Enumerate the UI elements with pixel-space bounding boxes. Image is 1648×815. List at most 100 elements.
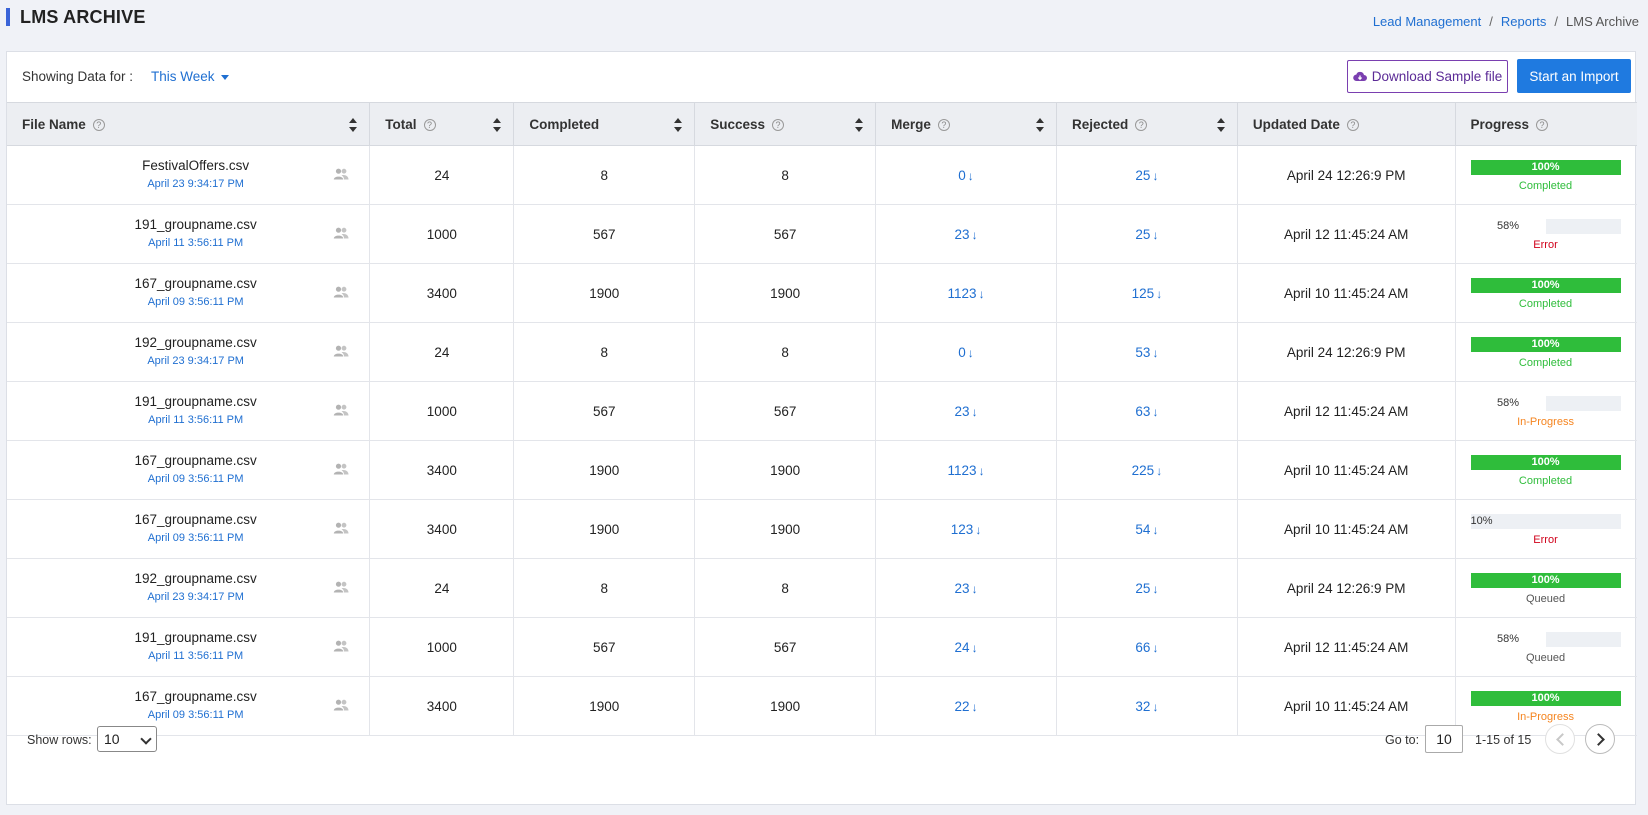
merge-download-link[interactable]: 0 ↓ <box>958 345 974 360</box>
arrow-down-icon: ↓ <box>971 699 978 714</box>
sort-icon[interactable] <box>349 118 358 132</box>
merge-download-link[interactable]: 23 ↓ <box>955 227 978 242</box>
rejected-cell: 66 ↓ <box>1056 617 1238 677</box>
start-import-button[interactable]: Start an Import <box>1517 59 1631 93</box>
rejected-download-link[interactable]: 66 ↓ <box>1135 640 1158 655</box>
help-icon[interactable]: ? <box>1536 118 1549 131</box>
group-icon[interactable] <box>333 581 349 593</box>
download-sample-button[interactable]: Download Sample file <box>1347 60 1508 93</box>
file-name[interactable]: 191_groupname.csv <box>134 217 257 232</box>
toolbar: Showing Data for : This Week Download Sa… <box>7 52 1635 102</box>
rejected-download-link[interactable]: 25 ↓ <box>1135 227 1158 242</box>
file-created-date: April 23 9:34:17 PM <box>147 178 244 190</box>
group-icon[interactable] <box>333 640 349 652</box>
progress-bar-fill <box>1470 573 1621 588</box>
completed-cell: 1900 <box>513 440 696 500</box>
merge-download-link[interactable]: 0 ↓ <box>958 168 974 183</box>
rejected-download-link[interactable]: 32 ↓ <box>1135 699 1158 714</box>
caret-down-icon <box>220 74 229 80</box>
sort-icon[interactable] <box>855 118 864 132</box>
sort-icon[interactable] <box>674 118 683 132</box>
merge-download-link[interactable]: 22 ↓ <box>955 699 978 714</box>
group-icon[interactable] <box>333 522 349 534</box>
column-header-label: Success <box>710 116 766 132</box>
file-created-date: April 11 3:56:11 PM <box>148 414 244 426</box>
progress-bar: 100% <box>1470 573 1621 588</box>
group-icon[interactable] <box>333 345 349 357</box>
help-icon[interactable]: ? <box>1135 118 1148 131</box>
next-page-button[interactable] <box>1585 724 1615 754</box>
progress-percent: 58% <box>1470 632 1546 647</box>
file-name[interactable]: 191_groupname.csv <box>134 630 257 645</box>
previous-page-button[interactable] <box>1545 724 1575 754</box>
breadcrumb-lead-management[interactable]: Lead Management <box>1372 14 1482 29</box>
group-icon[interactable] <box>333 699 349 711</box>
merge-download-link[interactable]: 123 ↓ <box>951 522 982 537</box>
rejected-download-link[interactable]: 25 ↓ <box>1135 168 1158 183</box>
group-icon[interactable] <box>333 463 349 475</box>
file-name[interactable]: 192_groupname.csv <box>134 335 257 350</box>
arrow-down-icon: ↓ <box>971 227 978 242</box>
status-text: Error <box>1533 239 1558 251</box>
help-icon[interactable]: ? <box>772 118 785 131</box>
rejected-download-link[interactable]: 53 ↓ <box>1135 345 1158 360</box>
rejected-download-link[interactable]: 25 ↓ <box>1135 581 1158 596</box>
rejected-download-link[interactable]: 54 ↓ <box>1135 522 1158 537</box>
breadcrumb-reports[interactable]: Reports <box>1500 14 1547 29</box>
help-icon[interactable]: ? <box>92 118 105 131</box>
file-name[interactable]: 191_groupname.csv <box>134 394 257 409</box>
completed-cell: 567 <box>513 617 696 677</box>
merge-download-link[interactable]: 23 ↓ <box>955 404 978 419</box>
rejected-download-link[interactable]: 225 ↓ <box>1132 463 1163 478</box>
merge-download-link[interactable]: 1123 ↓ <box>948 286 985 301</box>
sort-icon[interactable] <box>1035 118 1044 132</box>
column-header-merge[interactable]: Merge? <box>875 102 1057 146</box>
file-created-date: April 23 9:34:17 PM <box>147 591 244 603</box>
help-icon[interactable]: ? <box>1346 118 1359 131</box>
status-text: In-Progress <box>1517 711 1574 723</box>
column-header-success[interactable]: Success? <box>694 102 877 146</box>
column-header-rejected[interactable]: Rejected? <box>1056 102 1238 146</box>
progress-bar-fill <box>1470 691 1621 706</box>
progress-percent: 58% <box>1470 396 1546 411</box>
total-cell: 1000 <box>369 381 515 441</box>
rejected-count: 25 <box>1135 580 1151 596</box>
progress-cell: 10% Error <box>1455 499 1637 559</box>
merge-download-link[interactable]: 24 ↓ <box>955 640 978 655</box>
period-dropdown[interactable]: This Week <box>151 69 229 84</box>
completed-cell: 567 <box>513 204 696 264</box>
column-header-completed[interactable]: Completed <box>513 102 696 146</box>
merge-download-link[interactable]: 1123 ↓ <box>948 463 985 478</box>
merge-count: 0 <box>958 344 966 360</box>
progress-bar: 58% <box>1470 396 1621 411</box>
group-icon[interactable] <box>333 227 349 239</box>
goto-page-input[interactable] <box>1425 725 1463 753</box>
merge-count: 1123 <box>947 462 977 478</box>
rejected-download-link[interactable]: 63 ↓ <box>1135 404 1158 419</box>
download-sample-label: Download Sample file <box>1371 69 1503 84</box>
group-icon[interactable] <box>333 286 349 298</box>
period-value: This Week <box>151 69 215 84</box>
sort-icon[interactable] <box>1216 118 1225 132</box>
file-name-cell: 191_groupname.csv April 11 3:56:11 PM <box>7 617 371 677</box>
sort-icon[interactable] <box>493 118 502 132</box>
file-name[interactable]: 192_groupname.csv <box>134 571 257 586</box>
file-name[interactable]: 167_groupname.csv <box>134 276 257 291</box>
group-icon[interactable] <box>333 404 349 416</box>
group-icon[interactable] <box>333 168 349 180</box>
file-name[interactable]: FestivalOffers.csv <box>142 158 250 173</box>
file-name[interactable]: 167_groupname.csv <box>134 453 257 468</box>
breadcrumb-current: LMS Archive <box>1566 14 1639 29</box>
help-icon[interactable]: ? <box>423 118 436 131</box>
rows-per-page-select[interactable]: 10 <box>97 726 157 752</box>
column-header-file-name[interactable]: File Name? <box>7 102 371 146</box>
file-name[interactable]: 167_groupname.csv <box>134 689 257 704</box>
merge-download-link[interactable]: 23 ↓ <box>955 581 978 596</box>
file-name[interactable]: 167_groupname.csv <box>134 512 257 527</box>
column-header-total[interactable]: Total? <box>369 102 515 146</box>
rejected-download-link[interactable]: 125 ↓ <box>1132 286 1163 301</box>
total-cell: 3400 <box>369 676 515 736</box>
file-name-cell: FestivalOffers.csv April 23 9:34:17 PM <box>7 145 371 205</box>
help-icon[interactable]: ? <box>937 118 950 131</box>
success-cell: 1900 <box>694 499 877 559</box>
